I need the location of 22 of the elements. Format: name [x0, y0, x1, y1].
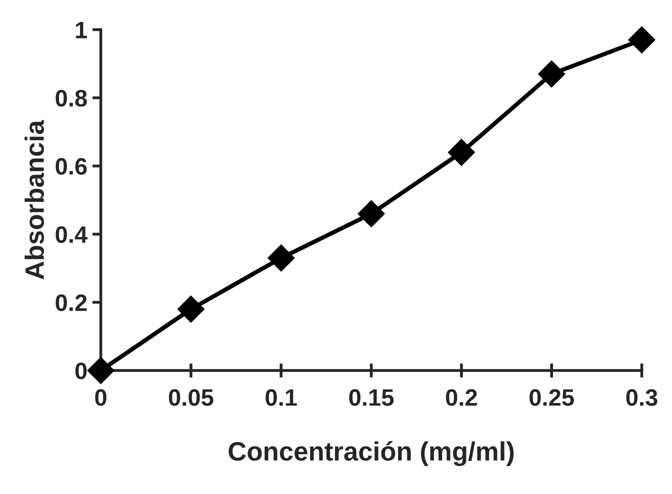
x-axis-title: Concentración (mg/ml) [228, 441, 514, 466]
y-tick-label: 0.4 [56, 226, 88, 243]
y-tick-label: 0.8 [56, 90, 87, 107]
x-tick-label: 0.05 [168, 389, 214, 406]
point [87, 357, 114, 384]
y-tick-label: 0.2 [56, 294, 87, 312]
point [538, 60, 566, 88]
point [448, 138, 475, 166]
y-axis-title: Absorbancia [24, 120, 44, 280]
y-tick-label: 1 [76, 22, 87, 38]
point [358, 200, 385, 228]
y-tick-label: 0 [75, 362, 87, 380]
point [178, 296, 204, 323]
point [268, 244, 295, 272]
x-tick-label: 0.15 [349, 389, 394, 406]
y-tick-label: 0.6 [56, 158, 87, 175]
x-tick-label: 0.3 [626, 389, 658, 406]
x-tick-label: 0.25 [530, 389, 574, 406]
x-tick-label: 0.1 [266, 389, 297, 406]
x-tick-label: 0 [95, 389, 106, 406]
point [628, 26, 656, 54]
x-tick-label: 0.2 [446, 389, 477, 406]
